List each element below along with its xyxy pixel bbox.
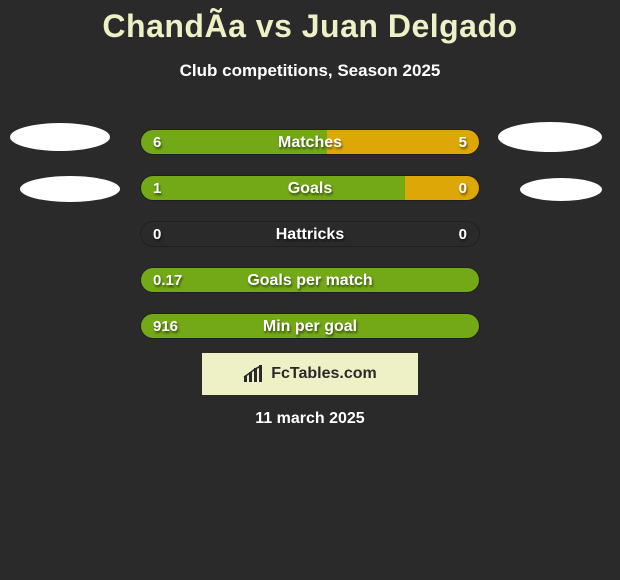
stat-row: Goals1 0 bbox=[0, 175, 620, 201]
page-title: ChandÃ­a vs Juan Delgado bbox=[0, 0, 620, 45]
stat-row: Goals per match0.17 bbox=[0, 267, 620, 293]
stat-label: Goals bbox=[141, 176, 479, 202]
source-logo: FcTables.com bbox=[202, 353, 418, 395]
stat-value-right: 5 bbox=[459, 130, 467, 156]
stat-row: Matches6 5 bbox=[0, 129, 620, 155]
stat-value-left: 0.17 bbox=[153, 268, 182, 294]
bar-chart-icon bbox=[243, 365, 265, 383]
logo-text: FcTables.com bbox=[271, 365, 377, 383]
stat-label: Goals per match bbox=[141, 268, 479, 294]
stat-bar: Min per goal916 bbox=[140, 313, 480, 339]
stat-bar: Matches6 5 bbox=[140, 129, 480, 155]
stat-row: Min per goal916 bbox=[0, 313, 620, 339]
stat-value-right: 0 bbox=[459, 222, 467, 248]
stat-label: Hattricks bbox=[141, 222, 479, 248]
stat-value-left: 0 bbox=[153, 222, 161, 248]
date-label: 11 march 2025 bbox=[0, 410, 620, 428]
season-subtitle: Club competitions, Season 2025 bbox=[0, 61, 620, 81]
stat-bar: Hattricks0 0 bbox=[140, 221, 480, 247]
stat-value-left: 1 bbox=[153, 176, 161, 202]
stat-row: Hattricks0 0 bbox=[0, 221, 620, 247]
stats-bars: Matches65Goals10Hattricks00Goals per mat… bbox=[0, 129, 620, 339]
stat-label: Min per goal bbox=[141, 314, 479, 340]
stat-bar: Goals per match0.17 bbox=[140, 267, 480, 293]
stat-value-left: 916 bbox=[153, 314, 178, 340]
stat-value-left: 6 bbox=[153, 130, 161, 156]
stat-value-right: 0 bbox=[459, 176, 467, 202]
comparison-card: ChandÃ­a vs Juan Delgado Club competitio… bbox=[0, 0, 620, 580]
stat-label: Matches bbox=[141, 130, 479, 156]
stat-bar: Goals1 0 bbox=[140, 175, 480, 201]
